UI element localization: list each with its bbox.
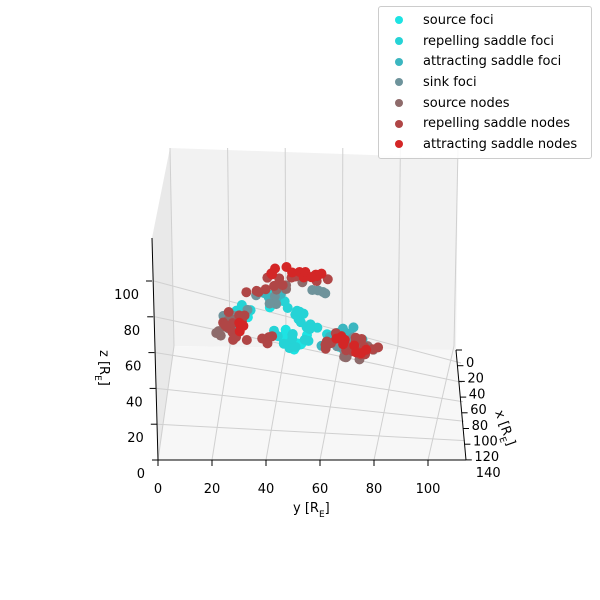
data-point xyxy=(228,334,239,345)
back-pane xyxy=(170,148,458,350)
data-point xyxy=(306,272,317,283)
x-tick-label: 0 xyxy=(466,356,474,371)
legend-entry: sink foci xyxy=(379,72,591,93)
x-tick-label: 80 xyxy=(472,419,489,434)
legend-marker xyxy=(395,16,403,25)
legend-marker xyxy=(395,119,403,128)
data-point xyxy=(277,280,288,291)
y-tick-label: 40 xyxy=(258,482,275,497)
data-point xyxy=(320,288,331,299)
data-point xyxy=(269,280,280,291)
z-tick-label: 0 xyxy=(137,467,145,482)
legend-label: attracting saddle foci xyxy=(423,54,562,70)
z-axis-label: z [RE] xyxy=(92,350,111,386)
legend-label: source nodes xyxy=(423,95,510,111)
data-point xyxy=(356,333,367,344)
legend-marker xyxy=(395,78,403,87)
data-point xyxy=(267,269,278,280)
legend-label: sink foci xyxy=(423,74,477,90)
data-point xyxy=(351,347,362,358)
data-point xyxy=(287,267,298,278)
z-tick-label: 80 xyxy=(124,324,141,339)
data-point xyxy=(234,326,245,337)
x-tick-label: 60 xyxy=(470,403,487,418)
data-point xyxy=(278,338,289,349)
data-point xyxy=(241,287,252,298)
y-tick-label: 60 xyxy=(312,482,329,497)
data-points xyxy=(211,262,384,365)
legend-marker xyxy=(395,99,403,108)
z-tick-label: 20 xyxy=(127,431,144,446)
data-point xyxy=(299,334,310,345)
legend-entry: repelling saddle foci xyxy=(379,31,591,52)
axes xyxy=(151,237,467,461)
data-point xyxy=(290,341,301,352)
z-tick-label: 40 xyxy=(126,395,143,410)
data-point xyxy=(282,302,293,313)
data-point xyxy=(211,327,222,338)
data-point xyxy=(307,285,318,296)
legend-entry: source nodes xyxy=(379,93,591,114)
y-tick-label: 20 xyxy=(204,482,221,497)
z-tick-label: 60 xyxy=(125,360,142,375)
data-point xyxy=(323,338,334,349)
data-point xyxy=(251,285,262,296)
legend-entry: repelling saddle nodes xyxy=(379,113,591,134)
tick-labels: 0 20 40 60 80 1000204060801000204060801001201… xyxy=(114,280,501,497)
data-point xyxy=(287,329,298,340)
data-point xyxy=(292,305,303,316)
x-tick-label: 100 xyxy=(473,435,498,450)
legend-label: repelling saddle foci xyxy=(423,33,555,49)
data-point xyxy=(262,338,273,349)
x-tick-label: 140 xyxy=(476,466,501,481)
data-point xyxy=(304,324,315,335)
legend-entry: source foci xyxy=(379,10,591,31)
y-axis-label: y [RE] xyxy=(293,501,330,520)
legend-entry: attracting saddle nodes xyxy=(379,134,591,155)
data-point xyxy=(241,334,252,345)
data-point xyxy=(312,322,323,333)
x-tick-label: 40 xyxy=(469,387,486,402)
z-tick-label: 100 xyxy=(114,288,139,303)
y-tick-label: 100 xyxy=(416,482,441,497)
legend-label: attracting saddle nodes xyxy=(423,136,578,152)
legend-label: source foci xyxy=(423,12,494,28)
floor-pane xyxy=(158,346,466,460)
y-tick-label: 0 xyxy=(154,482,162,497)
data-point xyxy=(223,306,234,317)
data-point xyxy=(267,331,278,342)
legend-marker xyxy=(395,140,403,149)
legend-marker xyxy=(395,37,403,46)
data-point xyxy=(264,298,275,309)
data-point xyxy=(361,344,372,355)
legend-label: repelling saddle nodes xyxy=(423,116,570,132)
legend-entry: attracting saddle foci xyxy=(379,51,591,72)
legend-marker xyxy=(395,57,403,66)
x-tick-label: 20 xyxy=(467,372,484,387)
data-point xyxy=(336,331,347,342)
legend: source foci repelling saddle foci attracti… xyxy=(378,6,592,159)
y-tick-label: 80 xyxy=(366,482,383,497)
x-tick-label: 120 xyxy=(474,450,499,465)
